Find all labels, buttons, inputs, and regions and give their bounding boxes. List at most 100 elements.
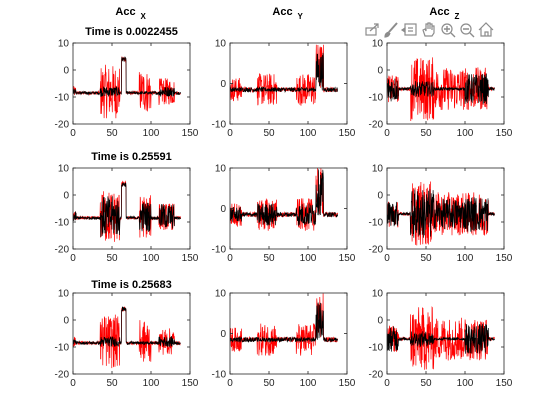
x-tick-label: 0: [384, 253, 390, 264]
axes-frame: [72, 292, 191, 375]
y-tick-label: 10: [58, 164, 70, 175]
subplot-axes[interactable]: 0 50 100 150 -20 -10 0 10: [55, 289, 199, 390]
data-tips-icon[interactable]: [400, 23, 417, 36]
red-series-line: [73, 56, 181, 119]
x-tick-label: 0: [70, 128, 76, 139]
subplot-axes[interactable]: 0 50 100 150 -20 -10 0 10: [369, 39, 513, 140]
plot-area: [73, 180, 181, 242]
row-titles: Time is 0.0022455 Time is 0.25591 Time is …: [85, 26, 178, 291]
subplot-title: Time is 0.0022455: [85, 26, 178, 38]
x-tick-label: 100: [457, 378, 474, 389]
zoom-out-icon[interactable]: [460, 23, 475, 38]
x-tick-label: 100: [300, 128, 317, 139]
x-tick-label: 0: [227, 378, 233, 389]
pan-hand-icon[interactable]: [422, 22, 435, 37]
black-series-line: [387, 73, 495, 105]
column-title-subscript: Z: [455, 12, 460, 21]
axes-frame: [72, 167, 191, 250]
x-tick-label: 150: [339, 253, 356, 264]
x-tick-label: 50: [263, 378, 275, 389]
x-tick-label: 150: [496, 378, 513, 389]
axes-frame: [72, 42, 191, 125]
black-series-line: [73, 182, 181, 238]
y-tick-label: 0: [220, 329, 226, 340]
x-tick-label: 100: [143, 253, 160, 264]
x-tick-label: 150: [182, 253, 199, 264]
y-tick-label: -10: [369, 343, 384, 354]
x-tick-label: 0: [384, 128, 390, 139]
y-tick-label: -10: [212, 370, 227, 381]
subplot-axes[interactable]: 0 50 100 150 -20 -10 0 10: [55, 39, 199, 140]
axes-frame: [386, 42, 505, 125]
column-title: Acc: [115, 6, 135, 18]
x-tick-label: 150: [496, 253, 513, 264]
y-tick-label: -10: [55, 218, 70, 229]
x-tick-label: 100: [143, 378, 160, 389]
y-tick-label: 0: [220, 204, 226, 215]
black-series-line: [230, 52, 338, 94]
plot-area: [230, 44, 338, 106]
y-tick-label: 10: [372, 289, 384, 300]
x-tick-label: 50: [263, 128, 275, 139]
y-tick-label: -20: [369, 120, 384, 131]
x-tick-label: 150: [339, 128, 356, 139]
plot-area: [387, 57, 495, 122]
y-tick-label: 0: [63, 66, 69, 77]
x-tick-label: 100: [143, 128, 160, 139]
column-title-subscript: Y: [298, 12, 304, 21]
x-tick-label: 0: [227, 128, 233, 139]
x-tick-label: 150: [182, 128, 199, 139]
x-tick-label: 100: [300, 253, 317, 264]
x-tick-label: 50: [106, 253, 118, 264]
y-tick-label: 10: [58, 39, 70, 50]
axes-toolbar[interactable]: [365, 22, 494, 38]
x-tick-label: 0: [227, 253, 233, 264]
zoom-in-icon[interactable]: [441, 23, 456, 38]
home-icon[interactable]: [478, 22, 494, 37]
export-icon[interactable]: [365, 23, 379, 36]
y-tick-label: -10: [212, 120, 227, 131]
axes-frame: [386, 292, 505, 375]
y-tick-label: -10: [212, 245, 227, 256]
plot-area: [230, 168, 338, 231]
y-tick-label: -20: [55, 120, 70, 131]
x-tick-label: 150: [339, 378, 356, 389]
subplot-axes[interactable]: 0 50 100 150 -20 -10 0 10: [369, 289, 513, 390]
x-tick-label: 50: [106, 378, 118, 389]
y-tick-label: -10: [369, 218, 384, 229]
black-series-line: [230, 169, 338, 226]
black-series-line: [387, 323, 495, 354]
x-tick-label: 100: [457, 128, 474, 139]
black-series-line: [73, 306, 181, 347]
black-series-line: [73, 56, 181, 97]
y-tick-label: 10: [372, 39, 384, 50]
axes-frame: [229, 292, 348, 375]
subplot-axes[interactable]: 0 50 100 150 -20 -10 0 10: [55, 164, 199, 265]
y-tick-label: 10: [215, 164, 227, 175]
plot-area: [73, 306, 181, 369]
y-tick-label: 0: [220, 79, 226, 90]
plot-area: [387, 306, 495, 370]
brush-icon[interactable]: [384, 22, 398, 38]
x-tick-label: 150: [182, 378, 199, 389]
plot-area: [387, 181, 495, 246]
y-tick-label: 0: [377, 66, 383, 77]
x-tick-label: 100: [457, 253, 474, 264]
x-tick-label: 0: [70, 253, 76, 264]
x-tick-label: 50: [420, 253, 432, 264]
black-series-line: [387, 189, 495, 238]
axes-frame: [229, 167, 348, 250]
black-series-line: [230, 302, 338, 344]
y-tick-label: 10: [372, 164, 384, 175]
x-tick-label: 50: [263, 253, 275, 264]
x-tick-label: 0: [384, 378, 390, 389]
y-tick-label: 10: [215, 39, 227, 50]
y-tick-label: 0: [377, 191, 383, 202]
column-title: Acc: [272, 6, 292, 18]
y-tick-label: -20: [55, 245, 70, 256]
subplot-axes[interactable]: 0 50 100 150 -20 -10 0 10: [369, 164, 513, 265]
